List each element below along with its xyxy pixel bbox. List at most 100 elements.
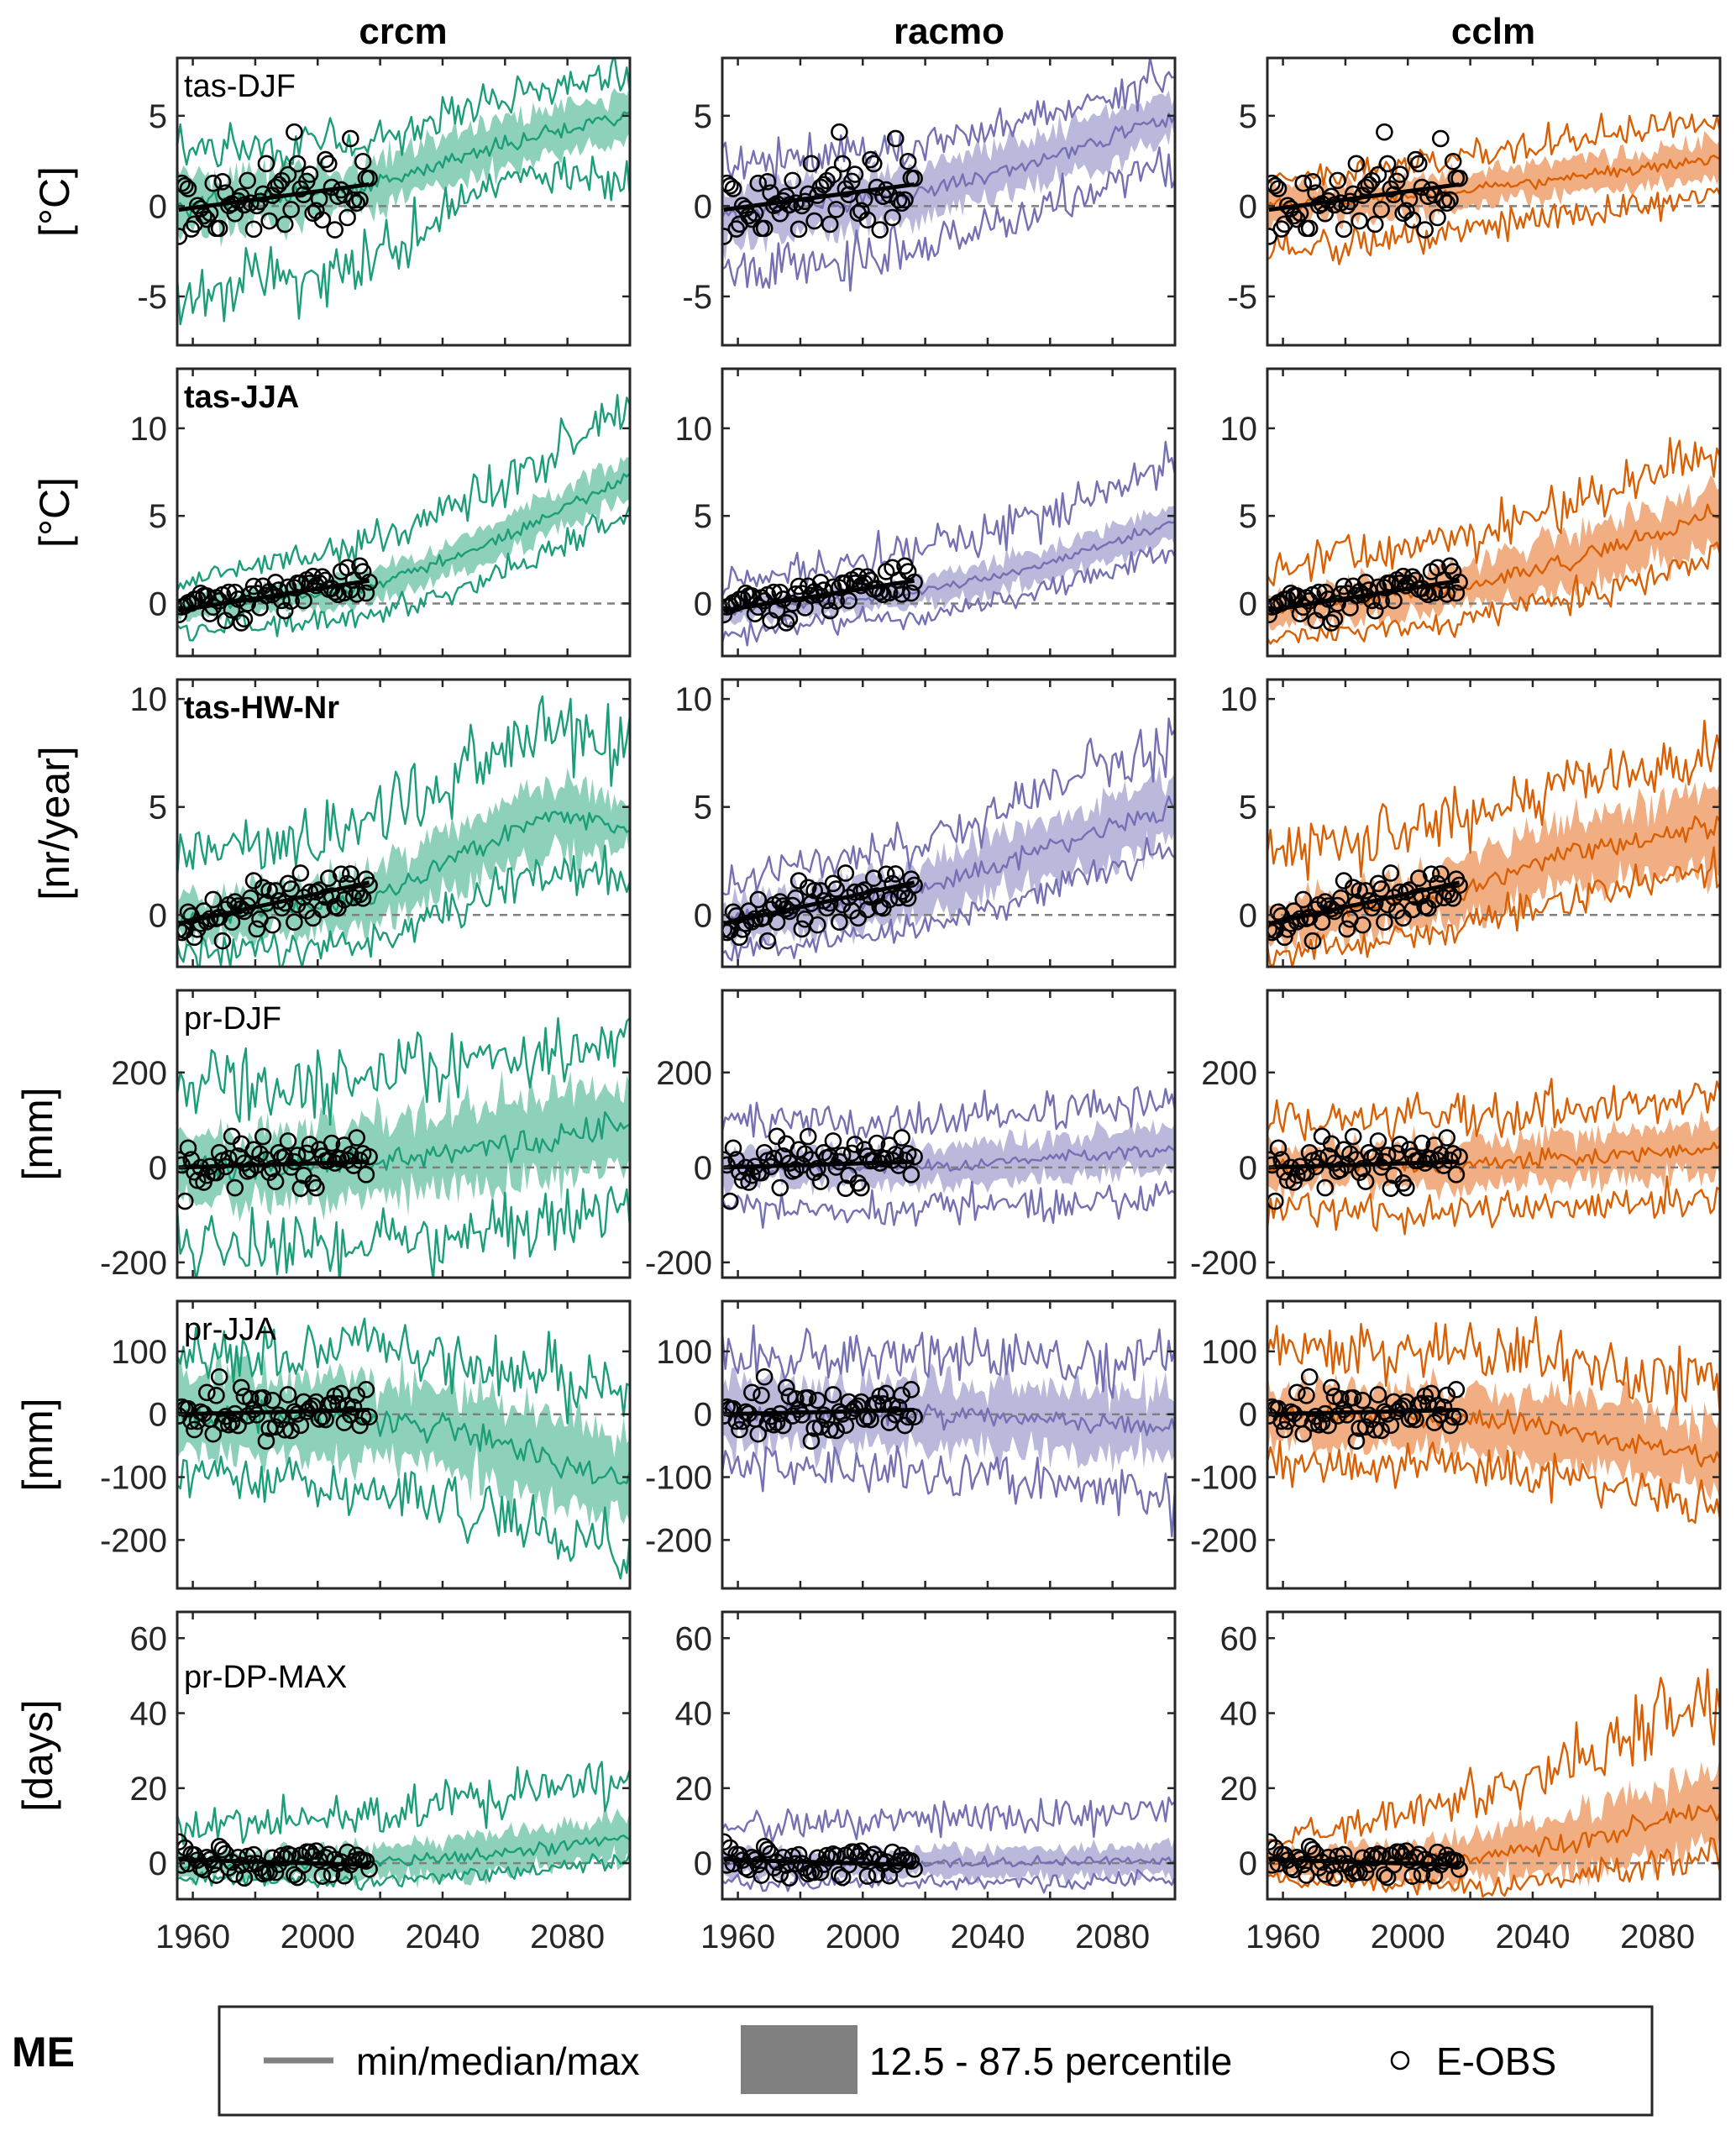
x-tick-label: 1960 xyxy=(155,1918,230,1955)
panel-index-label: pr-DP-MAX xyxy=(184,1660,347,1695)
eobs-point xyxy=(229,1416,247,1435)
eobs-point xyxy=(335,890,354,909)
eobs-trend-line xyxy=(723,1857,915,1867)
eobs-point xyxy=(313,211,332,229)
eobs-point xyxy=(1307,1408,1324,1425)
eobs-point xyxy=(264,1391,281,1409)
eobs-point xyxy=(204,174,223,192)
eobs-point xyxy=(889,1398,908,1416)
eobs-point xyxy=(768,913,786,931)
eobs-point xyxy=(1338,1406,1356,1424)
eobs-point xyxy=(317,150,334,169)
eobs-point xyxy=(1344,1388,1362,1407)
eobs-point xyxy=(177,228,188,245)
y-tick-label: 0 xyxy=(1239,1397,1257,1434)
eobs-point xyxy=(264,916,281,934)
eobs-point xyxy=(348,194,366,213)
eobs-point xyxy=(809,1159,826,1178)
axes-box xyxy=(1266,56,1722,347)
eobs-point xyxy=(755,1143,774,1162)
eobs-point xyxy=(1360,1406,1378,1425)
eobs-point xyxy=(1319,1416,1337,1435)
eobs-point xyxy=(1316,1865,1335,1883)
eobs-point xyxy=(344,191,363,209)
y-tick-label: 100 xyxy=(1201,1334,1257,1371)
y-tick-label: 0 xyxy=(694,1150,712,1187)
y-tick-label: -200 xyxy=(1190,1522,1257,1559)
eobs-point xyxy=(837,1416,855,1435)
axes-box xyxy=(176,367,632,658)
eobs-point xyxy=(809,1391,826,1409)
eobs-point xyxy=(344,1398,363,1416)
eobs-trend-line xyxy=(178,1857,370,1867)
axes-box xyxy=(176,1299,632,1590)
median-line xyxy=(177,811,630,926)
eobs-point xyxy=(1303,932,1322,950)
eobs-point xyxy=(902,1852,920,1870)
eobs-point xyxy=(1432,865,1450,883)
eobs-point xyxy=(864,155,883,173)
percentile-band xyxy=(177,768,630,949)
y-tick-label: -200 xyxy=(1190,1245,1257,1282)
eobs-point xyxy=(260,583,278,601)
legend: min/median/max 12.5 - 87.5 percentile E-… xyxy=(218,2005,1654,2117)
eobs-point xyxy=(260,212,278,230)
eobs-point xyxy=(1450,1147,1468,1166)
eobs-point xyxy=(1269,1399,1288,1418)
eobs-point xyxy=(273,171,291,190)
min-line xyxy=(1267,846,1720,967)
panel-racmo-pr-DP-MAX: 0 20 40 60 xyxy=(675,1610,1177,1901)
eobs-point xyxy=(749,1855,768,1873)
max-line xyxy=(722,1796,1175,1844)
eobs-point xyxy=(743,1383,761,1402)
y-tick-label: 10 xyxy=(130,681,168,718)
axes-box xyxy=(176,1610,632,1901)
y-tick-label: 5 xyxy=(694,790,712,827)
eobs-point xyxy=(1332,889,1350,907)
plot-area xyxy=(1267,1078,1720,1236)
eobs-point xyxy=(789,220,808,239)
eobs-point xyxy=(811,1173,830,1190)
y-tick-label: 20 xyxy=(675,1771,713,1808)
eobs-point xyxy=(1447,584,1466,602)
eobs-point xyxy=(198,1383,216,1402)
eobs-point xyxy=(815,176,833,194)
eobs-point xyxy=(902,1166,920,1184)
min-line xyxy=(722,1869,1175,1894)
eobs-point xyxy=(827,201,845,218)
y-tick-label: 0 xyxy=(1239,897,1257,934)
eobs-point xyxy=(787,1389,805,1408)
y-tick-label: 20 xyxy=(1220,1771,1258,1808)
percentile-band xyxy=(722,1119,1175,1197)
eobs-point xyxy=(1267,606,1278,624)
y-tick-label: 0 xyxy=(694,188,712,225)
eobs-point xyxy=(248,1406,266,1424)
plot-area xyxy=(722,1796,1175,1894)
eobs-point xyxy=(1441,191,1459,209)
eobs-point xyxy=(357,1166,375,1184)
y-axis-label: [nr/year] xyxy=(31,746,78,900)
eobs-point xyxy=(244,220,263,239)
plot-area xyxy=(722,440,1175,647)
panel-crcm-tas-DJF: -5 0 5 tas-DJF xyxy=(137,56,632,347)
y-tick-label: -100 xyxy=(1190,1460,1257,1497)
plot-area xyxy=(722,58,1175,292)
y-tick-label: -200 xyxy=(645,1245,712,1282)
eobs-point xyxy=(1347,155,1366,173)
eobs-trend-line xyxy=(178,880,370,926)
eobs-point xyxy=(1344,1127,1362,1146)
eobs-point xyxy=(275,215,294,234)
min-line xyxy=(1267,187,1720,265)
eobs-point xyxy=(831,1866,848,1884)
axes-box xyxy=(176,989,632,1279)
eobs-point xyxy=(226,1178,244,1197)
eobs-point xyxy=(1298,1387,1315,1404)
eobs-point xyxy=(1391,1136,1409,1153)
y-tick-label: 200 xyxy=(656,1055,712,1092)
eobs-point xyxy=(1429,208,1446,227)
eobs-trend-line xyxy=(723,1407,915,1417)
eobs-trend-line xyxy=(178,1407,370,1417)
eobs-point xyxy=(1335,220,1353,239)
plot-area xyxy=(1267,437,1720,645)
eobs-point xyxy=(235,1869,254,1887)
